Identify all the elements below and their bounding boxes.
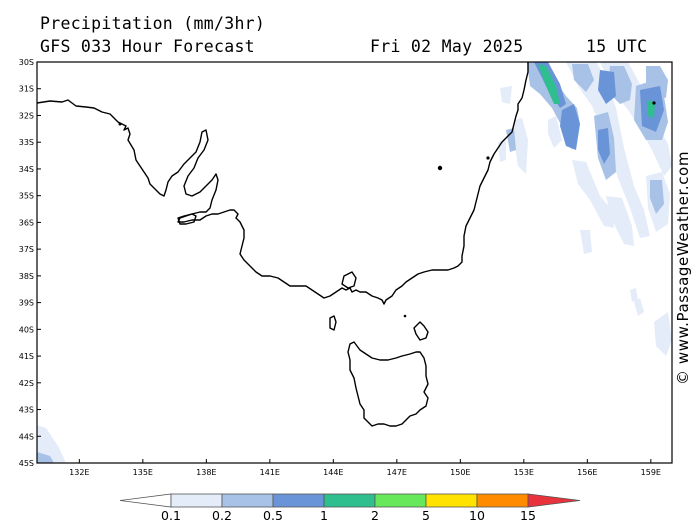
legend-arrow-high [527,493,581,508]
precipitation-map: 30S 31S 32S 33S 34S 35S 36S 37S 38S 39S 40S 41S 42S 4… [19,58,673,477]
lat-tick-label: 37S [19,245,34,254]
precipitation-shading [37,62,672,463]
lat-tick-label: 39S [19,299,34,308]
lon-tick-label: 156E [577,468,597,477]
legend-color-bin [476,493,529,508]
chart-title: Precipitation (mm/3hr) [40,14,266,33]
legend-color-bin [425,493,478,508]
legend-arrow-low [119,493,172,508]
lat-tick-label: 45S [19,459,34,468]
latitude-axis: 30S 31S 32S 33S 34S 35S 36S 37S 38S 39S 40S 41S 42S 4… [19,58,41,468]
lon-tick-label: 144E [323,468,343,477]
legend-color-bin [221,493,274,508]
lat-tick-label: 33S [19,138,34,147]
lon-tick-label: 141E [260,468,280,477]
legend-color-bin [170,493,223,508]
legend-color-bin [323,493,376,508]
islands [118,101,656,318]
forecast-time: 15 UTC [586,37,648,56]
longitude-axis: 132E 135E 138E 141E 144E 147E 150E 153E 156E 159E [69,459,661,477]
legend-label: 0.1 [161,508,181,523]
lat-tick-label: 34S [19,165,34,174]
lat-tick-label: 42S [19,379,34,388]
legend-label: 1 [320,508,328,523]
map-frame [36,61,673,464]
lat-tick-label: 30S [19,58,34,67]
legend-label: 10 [469,508,485,523]
legend-color-bin [272,493,325,508]
lon-tick-label: 135E [133,468,153,477]
legend-color-bin [374,493,427,508]
lat-tick-label: 35S [19,192,34,201]
lon-tick-label: 159E [641,468,661,477]
legend-label: 15 [520,508,536,523]
forecast-date: Fri 02 May 2025 [370,37,524,56]
lon-tick-label: 132E [69,468,89,477]
legend-label: 2 [371,508,379,523]
lon-tick-label: 147E [387,468,407,477]
legend-label: 0.2 [212,508,232,523]
lat-tick-label: 44S [19,432,34,441]
lat-tick-label: 31S [19,85,34,94]
lon-tick-label: 153E [514,468,534,477]
forecast-model-label: GFS 033 Hour Forecast [40,37,255,56]
precipitation-legend: 0.1 0.2 0.5 1 2 5 10 15 [119,493,581,523]
coastline [36,62,529,427]
lat-tick-label: 38S [19,272,34,281]
legend-label: 0.5 [263,508,283,523]
legend-label: 5 [422,508,430,523]
lon-tick-label: 138E [196,468,216,477]
lat-tick-label: 40S [19,325,34,334]
lon-tick-label: 150E [450,468,470,477]
lat-tick-label: 36S [19,218,34,227]
lat-tick-label: 43S [19,406,34,415]
lat-tick-label: 32S [19,111,34,120]
watermark: © www.PassageWeather.com [674,150,692,386]
lat-tick-label: 41S [19,352,34,361]
